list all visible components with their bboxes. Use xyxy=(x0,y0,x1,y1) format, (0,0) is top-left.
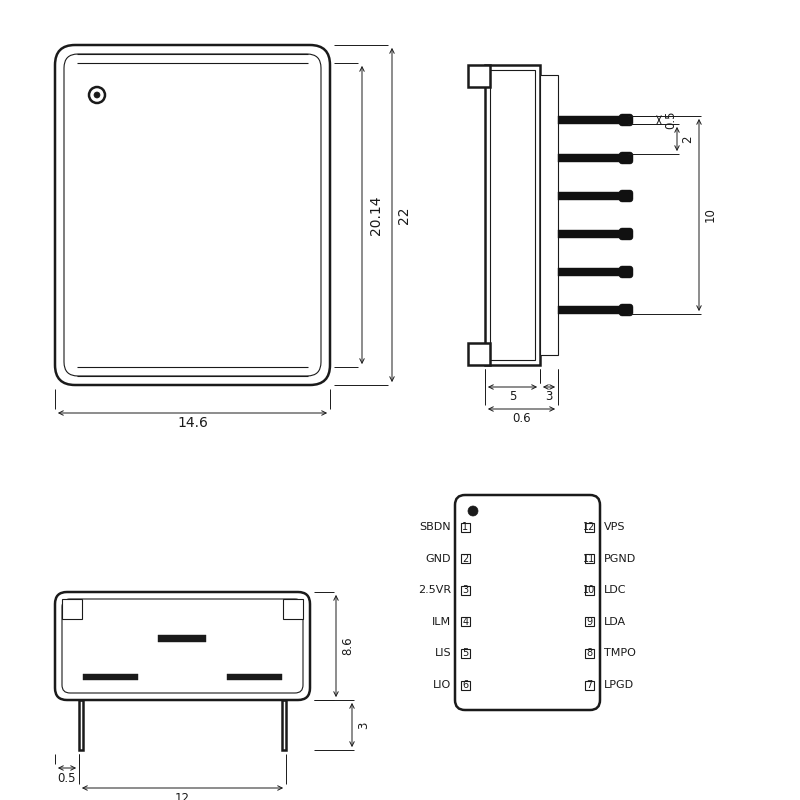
Text: 3: 3 xyxy=(546,390,553,403)
Bar xyxy=(461,586,470,594)
Text: 8: 8 xyxy=(586,648,593,658)
Bar xyxy=(461,681,470,690)
Bar xyxy=(540,75,558,355)
Bar xyxy=(558,116,628,124)
Text: 5: 5 xyxy=(462,648,469,658)
Text: 14.6: 14.6 xyxy=(177,416,208,430)
Text: 7: 7 xyxy=(586,680,593,690)
Text: LPGD: LPGD xyxy=(604,680,634,690)
Text: VPS: VPS xyxy=(604,522,626,532)
Bar xyxy=(585,554,594,563)
Bar xyxy=(461,649,470,658)
Text: 4: 4 xyxy=(462,617,469,627)
Bar xyxy=(227,674,282,680)
FancyBboxPatch shape xyxy=(455,495,600,710)
Text: 0.5: 0.5 xyxy=(665,110,678,130)
FancyBboxPatch shape xyxy=(64,54,321,376)
FancyBboxPatch shape xyxy=(619,228,633,240)
Text: 3: 3 xyxy=(358,722,370,729)
Bar xyxy=(283,599,303,619)
Bar xyxy=(585,681,594,690)
Bar xyxy=(461,618,470,626)
Text: 11: 11 xyxy=(583,554,596,563)
Text: LIO: LIO xyxy=(433,680,451,690)
Text: 0.5: 0.5 xyxy=(58,771,76,785)
Text: 6: 6 xyxy=(462,680,469,690)
Bar xyxy=(585,649,594,658)
FancyBboxPatch shape xyxy=(619,304,633,316)
FancyBboxPatch shape xyxy=(619,190,633,202)
Bar xyxy=(282,700,286,750)
Bar xyxy=(79,700,83,750)
Text: GND: GND xyxy=(426,554,451,563)
Bar xyxy=(461,522,470,531)
FancyBboxPatch shape xyxy=(62,599,303,693)
Bar xyxy=(485,65,540,365)
Text: LDC: LDC xyxy=(604,586,626,595)
Text: 2.5VR: 2.5VR xyxy=(418,586,451,595)
Bar xyxy=(490,70,535,360)
Text: 8.6: 8.6 xyxy=(342,637,354,655)
Text: LDA: LDA xyxy=(604,617,626,627)
Text: 20.14: 20.14 xyxy=(369,195,383,234)
Bar xyxy=(461,554,470,563)
Bar xyxy=(468,343,490,365)
Bar xyxy=(558,268,628,276)
Text: 0.6: 0.6 xyxy=(512,413,531,426)
Text: 10: 10 xyxy=(583,586,596,595)
Bar xyxy=(468,65,490,87)
Bar xyxy=(558,154,628,162)
Bar xyxy=(83,674,138,680)
Text: 1: 1 xyxy=(462,522,469,532)
Text: SBDN: SBDN xyxy=(419,522,451,532)
Bar xyxy=(62,599,82,619)
Bar xyxy=(558,230,628,238)
Text: 3: 3 xyxy=(462,586,469,595)
FancyBboxPatch shape xyxy=(619,266,633,278)
FancyBboxPatch shape xyxy=(55,592,310,700)
Text: 9: 9 xyxy=(586,617,593,627)
Text: 5: 5 xyxy=(509,390,516,403)
Bar xyxy=(158,635,206,642)
Text: ILM: ILM xyxy=(432,617,451,627)
Text: LIS: LIS xyxy=(434,648,451,658)
Bar xyxy=(558,192,628,200)
Text: 10: 10 xyxy=(703,207,717,222)
Text: 12: 12 xyxy=(175,791,190,800)
FancyBboxPatch shape xyxy=(619,114,633,126)
Text: TMPO: TMPO xyxy=(604,648,636,658)
Text: PGND: PGND xyxy=(604,554,636,563)
Text: 2: 2 xyxy=(462,554,469,563)
Text: 22: 22 xyxy=(397,206,411,224)
Bar xyxy=(585,586,594,594)
Bar xyxy=(585,522,594,531)
FancyBboxPatch shape xyxy=(55,45,330,385)
Circle shape xyxy=(94,92,100,98)
Circle shape xyxy=(468,506,478,516)
FancyBboxPatch shape xyxy=(619,152,633,164)
Bar xyxy=(585,618,594,626)
Text: 12: 12 xyxy=(583,522,596,532)
Bar xyxy=(558,306,628,314)
Text: 2: 2 xyxy=(682,135,694,142)
